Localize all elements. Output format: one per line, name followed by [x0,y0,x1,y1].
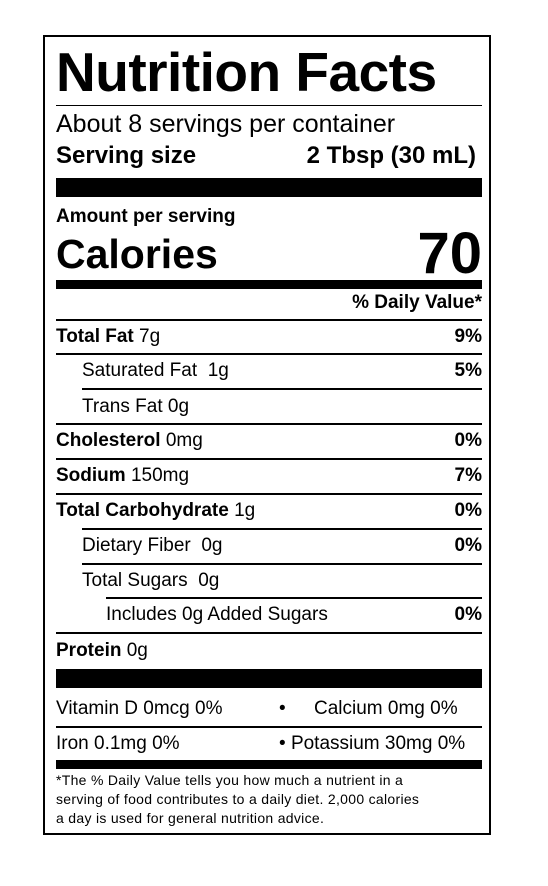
footnote-divider [56,760,482,769]
total-fat-dv: 9% [454,326,482,347]
sodium-row: Sodium 150mg [56,465,189,487]
protein-label: Protein [56,640,122,661]
serving-size-value: 2 Tbsp (30 mL) [306,142,476,169]
divider [82,388,482,390]
total-sugars-label: Total Sugars [82,570,188,591]
sodium-dv: 7% [454,465,482,486]
cholesterol-amount: 0mg [165,430,203,451]
divider [56,632,482,634]
divider [56,458,482,460]
dietary-fiber-amount: 0g [201,535,223,556]
cholesterol-label: Cholesterol [56,430,161,451]
title-divider [56,105,482,106]
total-fat-row: Total Fat 7g [56,326,160,348]
calories-divider [56,280,482,289]
label-title: Nutrition Facts [56,41,437,103]
total-carbohydrate-row: Total Carbohydrate 1g [56,500,255,522]
thick-divider-top [56,178,482,197]
daily-value-header: % Daily Value* [352,292,482,313]
dietary-fiber-dv: 0% [454,535,482,556]
trans-fat-row: Trans Fat 0g [82,396,189,418]
divider [56,353,482,355]
serving-size-label: Serving size [56,142,197,169]
cholesterol-dv: 0% [454,430,482,451]
potassium-row: • Potassium 30mg 0% [279,733,465,755]
total-sugars-row: Total Sugars 0g [82,570,219,592]
saturated-fat-row: Saturated Fat 1g [82,360,229,382]
total-fat-label: Total Fat [56,326,134,347]
divider [82,563,482,565]
cholesterol-row: Cholesterol 0mg [56,430,203,452]
dietary-fiber-label: Dietary Fiber [82,535,191,556]
added-sugars-label: Includes 0g Added Sugars [106,604,328,625]
divider [106,597,482,599]
potassium: Potassium 30mg 0% [290,733,466,754]
added-sugars-dv: 0% [454,604,482,625]
sodium-amount: 150mg [130,465,190,486]
divider [56,726,482,728]
nutrition-label [43,35,491,835]
amount-per-serving: Amount per serving [56,206,236,227]
divider [56,319,482,321]
protein-amount: 0g [126,640,148,661]
divider [82,528,482,530]
protein-row: Protein 0g [56,640,148,662]
dietary-fiber-row: Dietary Fiber 0g [82,535,222,557]
saturated-fat-amount: 1g [207,360,229,381]
total-fat-amount: 7g [139,326,161,347]
vitamin-d: Vitamin D 0mcg 0% [56,698,223,719]
iron: Iron 0.1mg 0% [56,733,180,754]
bullet: • [279,698,286,719]
saturated-fat-label: Saturated Fat [82,360,198,381]
servings-per-container: About 8 servings per container [56,110,396,138]
divider [56,423,482,425]
footnote-line-2: serving of food contributes to a daily d… [56,791,420,807]
calories-label: Calories [56,231,218,277]
sodium-label: Sodium [56,465,126,486]
trans-fat-label: Trans Fat [82,396,163,417]
calories-value: 70 [417,221,482,286]
total-carbohydrate-amount: 1g [234,500,256,521]
total-carbohydrate-dv: 0% [454,500,482,521]
thick-divider-bottom [56,669,482,688]
saturated-fat-dv: 5% [454,360,482,381]
calcium: Calcium 0mg 0% [314,698,458,719]
divider [56,493,482,495]
footnote-line-3: a day is used for general nutrition advi… [56,810,325,826]
total-carbohydrate-label: Total Carbohydrate [56,500,229,521]
footnote-line-1: *The % Daily Value tells you how much a … [56,772,404,788]
trans-fat-amount: 0g [167,396,190,417]
bullet: • [279,733,286,754]
total-sugars-amount: 0g [198,570,220,591]
